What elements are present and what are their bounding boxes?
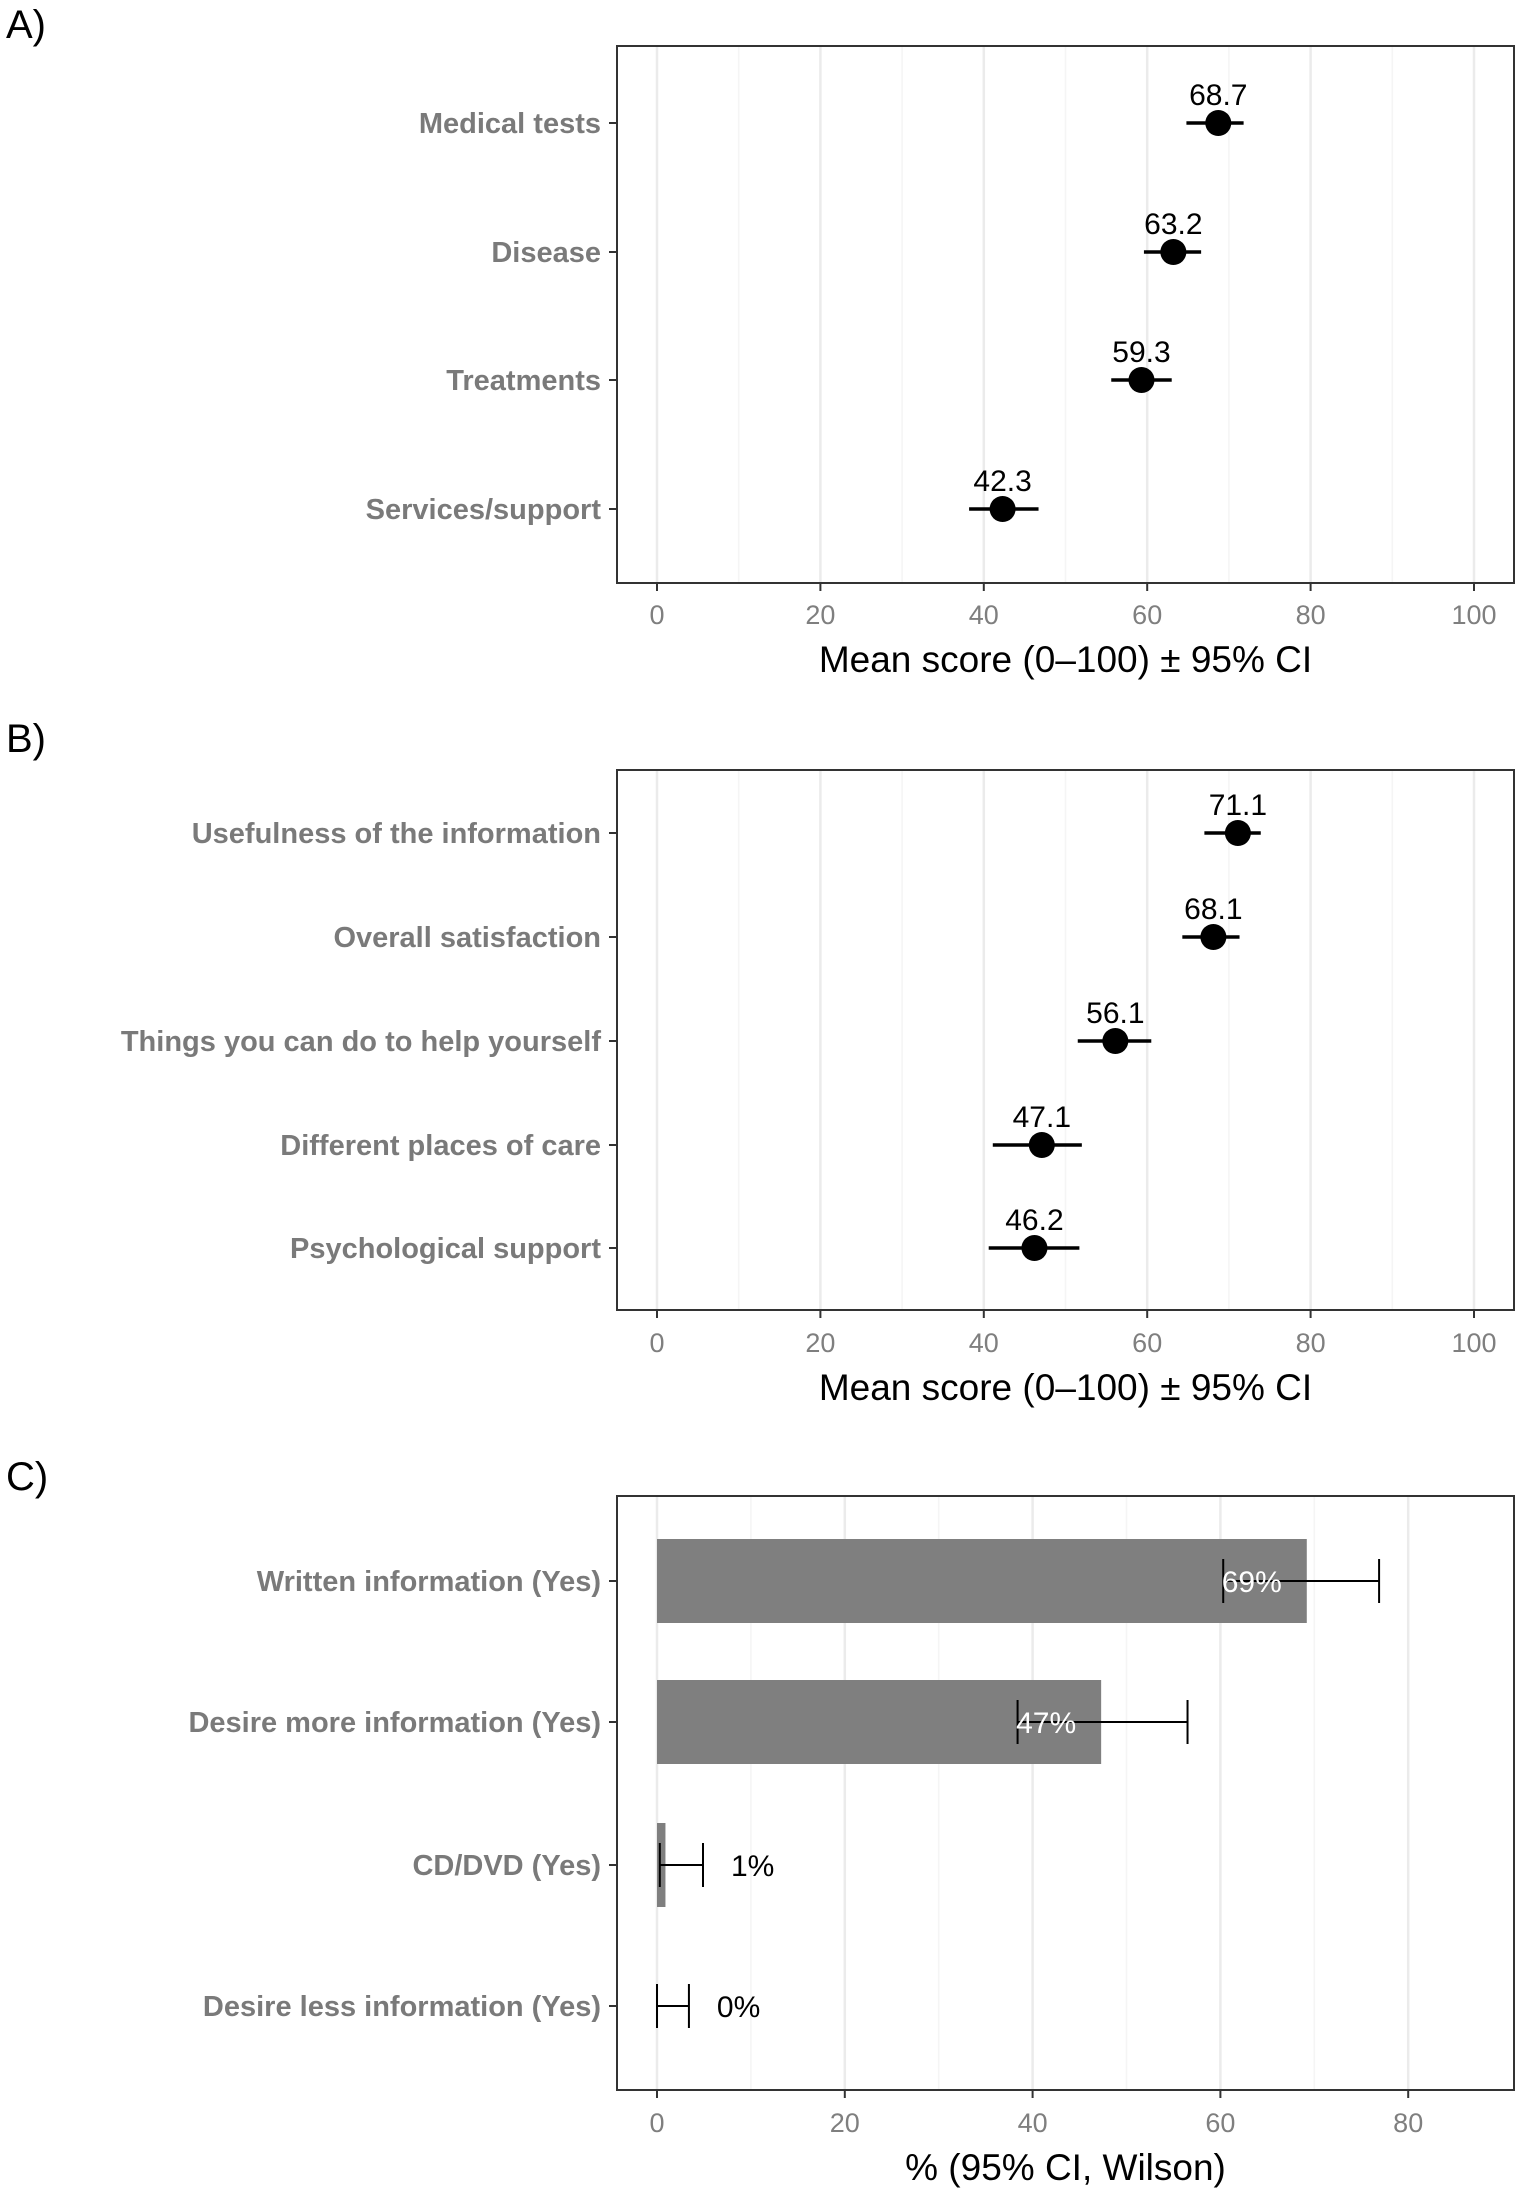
value-label: 1%	[731, 1850, 774, 1883]
category-label: Written information (Yes)	[257, 1566, 601, 1598]
x-tick-label: 0	[649, 1328, 664, 1358]
panel-border	[616, 45, 1515, 584]
category-label: CD/DVD (Yes)	[412, 1850, 601, 1882]
value-label: 59.3	[1112, 336, 1170, 369]
x-axis-title: % (95% CI, Wilson)	[905, 2147, 1226, 2188]
x-tick-label: 80	[1296, 1328, 1326, 1358]
data-point	[1102, 1028, 1129, 1054]
x-axis-title: Mean score (0–100) ± 95% CI	[819, 1367, 1312, 1408]
x-tick-label: 80	[1393, 2108, 1423, 2138]
category-label: Treatments	[446, 365, 601, 397]
value-label: 0%	[717, 1991, 760, 2024]
x-tick-label: 20	[805, 1328, 835, 1358]
value-label: 68.1	[1184, 893, 1242, 926]
value-label: 63.2	[1144, 208, 1202, 241]
value-label: 56.1	[1086, 997, 1144, 1030]
bar	[657, 1539, 1307, 1623]
category-label: Different places of care	[280, 1130, 601, 1162]
data-point	[1200, 924, 1227, 950]
x-tick-label: 60	[1205, 2108, 1235, 2138]
panel-label: C)	[6, 1455, 48, 1499]
x-tick-label: 40	[969, 1328, 999, 1358]
panel-label: A)	[6, 3, 46, 47]
x-tick-label: 40	[1018, 2108, 1048, 2138]
category-label: Things you can do to help yourself	[121, 1026, 601, 1058]
panel-border	[616, 769, 1515, 1311]
x-tick-label: 20	[805, 600, 835, 630]
data-point	[1128, 367, 1155, 393]
x-axis-title: Mean score (0–100) ± 95% CI	[819, 639, 1312, 680]
value-label: 42.3	[973, 465, 1031, 498]
x-tick-label: 100	[1451, 1328, 1496, 1358]
category-label: Psychological support	[290, 1233, 601, 1265]
data-point	[1160, 239, 1187, 265]
x-tick-label: 80	[1296, 600, 1326, 630]
value-label: 47%	[1016, 1707, 1076, 1740]
data-point	[1021, 1235, 1048, 1261]
category-label: Disease	[491, 237, 601, 269]
x-tick-label: 60	[1132, 1328, 1162, 1358]
category-label: Usefulness of the information	[192, 818, 601, 850]
category-label: Desire less information (Yes)	[203, 1991, 601, 2023]
x-tick-label: 60	[1132, 600, 1162, 630]
value-label: 69%	[1222, 1566, 1282, 1599]
panel-border	[616, 1495, 1515, 2091]
x-tick-label: 40	[969, 600, 999, 630]
value-label: 47.1	[1013, 1101, 1071, 1134]
category-label: Services/support	[366, 494, 602, 526]
data-point	[1205, 110, 1232, 136]
data-point	[989, 496, 1016, 522]
value-label: 46.2	[1005, 1204, 1063, 1237]
value-label: 71.1	[1209, 789, 1267, 822]
x-tick-label: 100	[1451, 600, 1496, 630]
value-label: 68.7	[1189, 79, 1247, 112]
panel-label: B)	[6, 717, 46, 761]
category-label: Desire more information (Yes)	[188, 1707, 601, 1739]
x-tick-label: 0	[649, 2108, 664, 2138]
data-point	[1224, 820, 1251, 846]
x-tick-label: 20	[830, 2108, 860, 2138]
data-point	[1028, 1132, 1055, 1158]
x-tick-label: 0	[649, 600, 664, 630]
category-label: Medical tests	[419, 108, 601, 140]
category-label: Overall satisfaction	[333, 922, 601, 954]
